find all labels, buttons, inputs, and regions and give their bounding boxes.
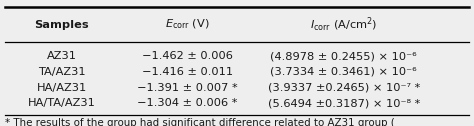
Text: (3.9337 ±0.2465) × 10⁻⁷ *: (3.9337 ±0.2465) × 10⁻⁷ * (267, 83, 420, 93)
Text: Samples: Samples (34, 20, 89, 30)
Text: −1.391 ± 0.007 *: −1.391 ± 0.007 * (137, 83, 237, 93)
Text: −1.416 ± 0.011: −1.416 ± 0.011 (142, 67, 233, 77)
Text: −1.462 ± 0.006: −1.462 ± 0.006 (142, 51, 233, 61)
Text: AZ31: AZ31 (46, 51, 77, 61)
Text: * The results of the group had significant difference related to AZ31 group (: * The results of the group had significa… (5, 118, 394, 126)
Text: (4.8978 ± 0.2455) × 10⁻⁶: (4.8978 ± 0.2455) × 10⁻⁶ (270, 51, 417, 61)
Text: −1.304 ± 0.006 *: −1.304 ± 0.006 * (137, 98, 237, 108)
Text: $E_\mathregular{corr}$ (V): $E_\mathregular{corr}$ (V) (165, 18, 210, 31)
Text: (3.7334 ± 0.3461) × 10⁻⁶: (3.7334 ± 0.3461) × 10⁻⁶ (270, 67, 417, 77)
Text: HA/AZ31: HA/AZ31 (36, 83, 87, 93)
Text: TA/AZ31: TA/AZ31 (38, 67, 85, 77)
Text: HA/TA/AZ31: HA/TA/AZ31 (27, 98, 96, 108)
Text: $I_\mathregular{corr}$ (A/cm$^2$): $I_\mathregular{corr}$ (A/cm$^2$) (310, 15, 377, 34)
Text: (5.6494 ±0.3187) × 10⁻⁸ *: (5.6494 ±0.3187) × 10⁻⁸ * (267, 98, 420, 108)
